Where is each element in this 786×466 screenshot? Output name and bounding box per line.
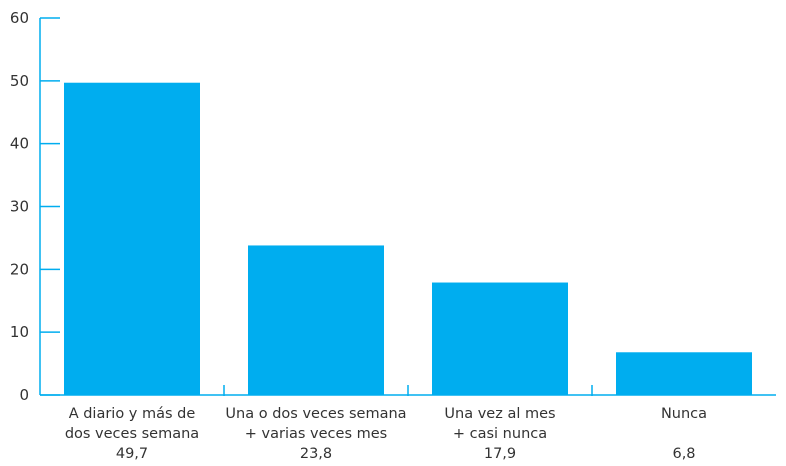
category-label: dos veces semana [65,426,199,442]
bar [248,245,384,395]
y-tick-label: 60 [10,9,29,27]
y-tick-label: 10 [10,323,29,341]
category-label: Una vez al mes [444,406,555,422]
y-tick-label: 0 [19,386,29,404]
y-tick-label: 50 [10,72,29,90]
y-tick-label: 40 [10,135,29,153]
category-label: A diario y más de [69,406,196,422]
value-label: 23,8 [300,446,332,462]
bar [64,82,200,396]
y-tick-label: 20 [10,260,29,278]
category-label: + casi nunca [453,426,547,442]
y-tick-label: 30 [10,198,29,216]
bar [616,352,752,395]
category-label: + varias veces mes [245,426,387,442]
category-label: Nunca [661,406,707,422]
value-label: 6,8 [672,446,695,462]
category-label: Una o dos veces semana [225,406,406,422]
value-label: 49,7 [116,446,148,462]
bar [432,282,568,395]
value-label: 17,9 [484,446,516,462]
